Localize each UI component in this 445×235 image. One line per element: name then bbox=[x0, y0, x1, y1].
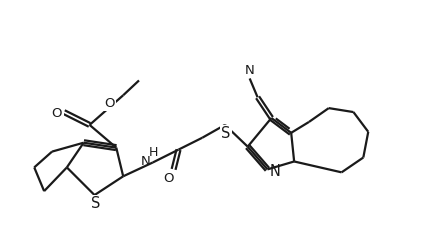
Text: N: N bbox=[270, 164, 281, 179]
Text: H: H bbox=[149, 146, 158, 159]
Text: O: O bbox=[104, 97, 115, 110]
Text: N: N bbox=[245, 64, 255, 77]
Text: S: S bbox=[221, 126, 231, 141]
Text: S: S bbox=[91, 196, 100, 212]
Text: O: O bbox=[52, 106, 62, 120]
Text: N: N bbox=[141, 155, 151, 168]
Text: O: O bbox=[163, 172, 174, 185]
